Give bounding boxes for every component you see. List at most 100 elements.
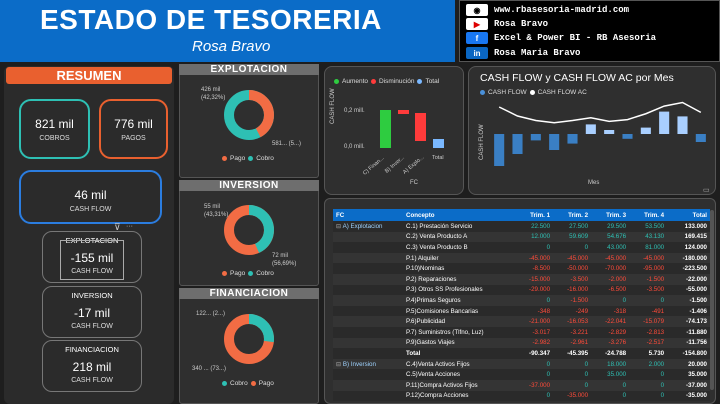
trim-cell: -3.500 — [570, 275, 589, 283]
table-row[interactable]: P.1) Alquiler -45.000 -45.000 -45.000 -45.00… — [333, 252, 710, 264]
explotacion-donut-title: EXPLOTACION — [179, 64, 319, 75]
trim-cell: 0 — [546, 296, 551, 304]
table-row[interactable]: Total -90.347 -45.395 -24.788 5.730 -154.800 — [333, 348, 710, 359]
trim-cell: -29.000 — [529, 286, 551, 294]
cashflow-chart-plot[interactable] — [490, 100, 710, 174]
table-row[interactable]: C.5)Venta Acciones 0 0 35.000 0 35.000 — [333, 369, 710, 380]
trim-cell: 0 — [622, 381, 627, 389]
trim-cell: 0 — [660, 296, 665, 304]
col-header-concepto[interactable]: Concepto — [403, 209, 515, 221]
waterfall-bar-financiacion[interactable] — [380, 110, 391, 148]
cashflow-ac-line[interactable] — [498, 101, 702, 124]
financiacion-donut-panel[interactable] — [179, 288, 319, 404]
cashflow-bar[interactable] — [604, 130, 615, 134]
inversion-card[interactable]: INVERSION -17 mil CASH FLOW — [42, 286, 142, 338]
total-cell: -180.000 — [682, 254, 707, 262]
explotacion-card-value: -155 mil — [70, 251, 114, 265]
waterfall-bar-explotacion[interactable] — [415, 113, 426, 141]
table-scrollbar[interactable] — [710, 210, 714, 390]
cashflow-bar[interactable] — [567, 134, 578, 144]
panel-resize-icon[interactable]: ▭ — [703, 187, 710, 194]
pagos-card[interactable]: 776 mil PAGOS — [99, 99, 168, 159]
cashflow-bar[interactable] — [494, 134, 505, 166]
cashflow-card[interactable]: 46 mil CASH FLOW — [19, 170, 162, 224]
page-subtitle: Rosa Bravo — [192, 38, 271, 55]
brand-row-web[interactable]: ◉ www.rbasesoria-madrid.com — [466, 4, 629, 16]
table-row[interactable]: P.7) Suministros (Tlfno, Luz) -3.017 -3.22… — [333, 326, 710, 338]
brand-web-text: www.rbasesoria-madrid.com — [494, 5, 630, 15]
financiacion-card[interactable]: FINANCIACION 218 mil CASH FLOW — [42, 340, 142, 392]
table-row[interactable]: ⊟ A) Explotacion C.1) Prestación Servicio… — [333, 221, 710, 232]
table-row[interactable]: P.4)Primas Seguros 0 -1.500 0 0 -1.500 — [333, 295, 710, 306]
cashflow-bar[interactable] — [549, 134, 560, 150]
table-row[interactable]: P.12)Compra Acciones 0 -35.000 0 0 -35.000 — [333, 390, 710, 402]
col-header-trim4[interactable]: Trim. 4 — [629, 209, 668, 221]
table-row[interactable]: P.5)Comisiones Bancarias -348 -249 -318 -491… — [333, 305, 710, 317]
col-header-trim1[interactable]: Trim. 1 — [515, 209, 554, 221]
total-cell: 169.415 — [684, 233, 707, 241]
waterfall-bar-inversion[interactable] — [398, 110, 409, 114]
brand-row-linkedin[interactable]: in Rosa Maria Bravo — [466, 47, 580, 59]
cobros-card[interactable]: 821 mil COBROS — [19, 99, 90, 159]
cashflow-bar[interactable] — [640, 127, 651, 134]
table-row[interactable]: C.2) Venta Producto A 12.000 59.609 54.676 4… — [333, 231, 710, 243]
linkedin-icon: in — [466, 47, 488, 59]
explotacion-donut[interactable] — [222, 88, 276, 142]
brand-row-youtube[interactable]: ▶ Rosa Bravo — [466, 18, 548, 30]
more-options-icon[interactable]: ··· — [126, 223, 133, 230]
cashflow-bar[interactable] — [585, 124, 596, 134]
concepto-cell: C.2) Venta Producto A — [406, 233, 468, 241]
col-header-trim2[interactable]: Trim. 2 — [553, 209, 592, 221]
financiacion-card-label: CASH FLOW — [71, 377, 113, 384]
trim-cell: -45.000 — [529, 254, 551, 262]
table-panel[interactable] — [324, 198, 716, 404]
col-header-trim3[interactable]: Trim. 3 — [591, 209, 630, 221]
cashflow-bar[interactable] — [677, 116, 688, 134]
concepto-cell: P.10)Nominas — [406, 265, 445, 273]
group-cell — [333, 380, 403, 391]
table-row[interactable]: P.3) Otros SS Profesionales -29.000 -16.00… — [333, 284, 710, 296]
table-row[interactable]: P.6)Publicidad -21.000 -16.053 -22.041 -15.0… — [333, 316, 710, 327]
trim-cell: -3.500 — [646, 286, 665, 294]
waterfall-bar-total[interactable] — [433, 139, 444, 148]
cashflow-bar[interactable] — [530, 134, 541, 141]
cashflow-bar[interactable] — [622, 134, 633, 139]
group-cell — [333, 338, 403, 349]
trim-cell: 0 — [660, 381, 665, 389]
total-cell: 20.000 — [688, 360, 707, 368]
cashflow-bar[interactable] — [512, 134, 523, 154]
cashflow-bar[interactable] — [659, 111, 670, 134]
table-row[interactable]: C.3) Venta Producto B 0 0 43.000 81.000 124.0… — [333, 242, 710, 253]
trim-cell: -1.500 — [570, 296, 589, 304]
trim-cell: 59.609 — [569, 233, 589, 241]
table-row[interactable]: P.10)Nominas -8.500 -50.000 -70.000 -95.000 -… — [333, 263, 710, 274]
concepto-cell: P.6)Publicidad — [406, 318, 446, 326]
table-row[interactable]: P.11)Compra Activos Fijos -37.000 0 0 0 -37.0… — [333, 379, 710, 391]
selection-frame — [60, 240, 124, 280]
table-row[interactable]: P.2) Reparaciones -15.000 -3.500 -2.000 -1.5… — [333, 273, 710, 285]
table-row[interactable]: P.9)Gastos Viajes -2.982 -2.961 -3.276 -2.51… — [333, 337, 710, 349]
cashflow-chart-xlabel: Mes — [588, 180, 600, 186]
group-cell[interactable]: ⊟ B) Inversion — [336, 360, 376, 368]
trim-cell: -22.041 — [605, 318, 627, 326]
col-header-total[interactable]: Total — [667, 209, 710, 221]
total-cell: 124.000 — [684, 243, 707, 251]
trim-cell: 0 — [584, 243, 589, 251]
waterfall-panel[interactable] — [324, 66, 464, 195]
trim-cell: -45.395 — [567, 349, 589, 357]
cashflow-bar[interactable] — [695, 134, 706, 142]
group-cell — [333, 391, 403, 402]
col-header-fc[interactable]: FC — [333, 209, 403, 221]
brand-row-facebook[interactable]: f Excel & Power BI - RB Asesoria — [466, 32, 656, 44]
resumen-title: RESUMEN — [6, 67, 172, 84]
financiacion-donut[interactable] — [222, 312, 276, 366]
table-row[interactable]: ⊟ B) Inversion C.4)Venta Activos Fijos 0 0 1… — [333, 358, 710, 370]
filter-icon[interactable]: ⊽ — [114, 222, 121, 232]
trim-cell: -45.000 — [643, 254, 665, 262]
inversion-donut[interactable] — [222, 203, 276, 257]
group-cell[interactable]: ⊟ A) Explotacion — [336, 222, 383, 230]
inversion-donut-panel[interactable] — [179, 180, 319, 286]
trim-cell: 0 — [584, 381, 589, 389]
trim-cell: 27.500 — [569, 222, 589, 230]
total-cell: -35.000 — [686, 392, 707, 400]
